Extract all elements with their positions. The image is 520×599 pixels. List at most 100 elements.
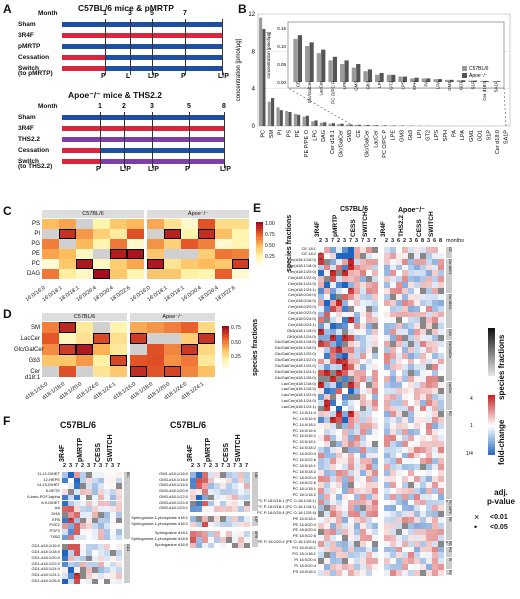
heatmap-cell: [414, 458, 420, 465]
heatmap-cell: [330, 393, 336, 400]
heatmap-cell: [74, 567, 80, 573]
heatmap-cell: [432, 293, 438, 300]
month-number: 2: [209, 463, 213, 469]
y-tick-label: 0: [252, 124, 256, 130]
heatmap-cell: [420, 335, 426, 341]
inset-x-tick: LPE: [342, 81, 347, 90]
heatmap-cell: [426, 440, 432, 447]
heatmap-cell: [432, 323, 438, 330]
month-number: 7: [349, 238, 353, 244]
heatmap-cell: [226, 521, 232, 528]
heatmap-cell: [318, 282, 324, 289]
heatmap-cell: [420, 370, 426, 377]
heatmap-cell: [324, 387, 330, 394]
heatmap-cell: [414, 399, 420, 406]
heatmap-cell: [92, 506, 98, 512]
heatmap-cell: [342, 546, 348, 553]
heatmap-cell: [426, 511, 432, 518]
pvalue-label: <0.01: [490, 514, 508, 521]
heatmap-cell: [390, 323, 396, 330]
heatmap-cell: [384, 411, 390, 418]
heatmap-cell: [147, 249, 164, 259]
month-tick: 3: [150, 103, 154, 110]
row-label: CE 18:2: [301, 252, 316, 257]
month-number: 3: [239, 463, 243, 469]
heatmap-cell: [384, 523, 390, 529]
heatmap-cell: [366, 540, 372, 547]
heatmap-cell: [372, 305, 378, 312]
heatmap-cell: [318, 511, 324, 518]
heatmap-cell: [420, 282, 426, 289]
heatmap-cell: [396, 405, 402, 412]
heatmap-cell: [438, 282, 444, 289]
heatmap-cell: [396, 452, 402, 459]
legend-gradient: [256, 222, 263, 225]
heatmap-cell: [330, 323, 336, 330]
heatmap-cell: [110, 511, 116, 518]
inset-bar: [480, 80, 485, 82]
heatmap-cell: [42, 229, 59, 239]
heatmap-cell: [342, 411, 348, 418]
x-tick-label: PA: [452, 130, 458, 137]
heatmap-cell: [190, 472, 196, 478]
heatmap-cell: [68, 550, 74, 556]
heatmap-cell: [390, 417, 396, 424]
heatmap-cell: [414, 364, 420, 371]
heatmap-cell: [181, 239, 198, 249]
month-tick: 1: [98, 103, 102, 110]
month-number: 8: [439, 238, 443, 244]
heatmap-cell: [318, 446, 324, 453]
month-tick: 3: [128, 10, 132, 17]
heatmap-cell: [68, 578, 74, 585]
y-tick-label: 12: [248, 12, 255, 18]
heatmap-cell: [396, 323, 402, 330]
heatmap-cell: [127, 259, 144, 269]
heatmap-cell: [324, 411, 330, 418]
heatmap-cell: [360, 534, 366, 541]
heatmap-cell: [116, 544, 122, 551]
legend-species-gradient: [488, 328, 495, 330]
heatmap-cell: [130, 333, 147, 344]
heatmap-cell: [390, 264, 396, 271]
heatmap-cell: [116, 534, 122, 541]
heatmap-cell: [86, 561, 92, 568]
group-label: pMRTP: [18, 43, 41, 50]
heatmap-cell: [408, 247, 414, 253]
row-label: PG: [31, 241, 40, 247]
heatmap-cell: [336, 346, 342, 353]
heatmap-cell: [438, 264, 444, 271]
heatmap-cell: [402, 446, 408, 453]
heatmap-cell: [318, 340, 324, 347]
heatmap-cell: [372, 452, 378, 459]
row-label: PS: [31, 221, 40, 227]
heatmap-cell: [226, 483, 232, 490]
heatmap-cell: [372, 370, 378, 377]
heatmap-cell: [336, 534, 342, 541]
heatmap-cell: [98, 567, 104, 573]
heatmap-cell: [384, 440, 390, 447]
heatmap-cell: [336, 311, 342, 318]
heatmap-cell: [396, 276, 402, 283]
heatmap-cell: [432, 534, 438, 541]
heatmap-cell: [372, 564, 378, 571]
heatmap-cell: [384, 305, 390, 312]
heatmap-cell: [438, 293, 444, 300]
row-label: PC P-16:0/20:4 (PC O-16:1/20:4): [257, 510, 316, 515]
heatmap-cell: [318, 323, 324, 330]
heatmap-cell: [348, 552, 354, 559]
heatmap-cell: [384, 317, 390, 324]
legend-gradient: [256, 230, 263, 234]
heatmap-cell: [366, 399, 372, 406]
row-label: PS 18:0/18:1: [292, 569, 316, 574]
heatmap-cell: [366, 505, 372, 512]
heatmap-cell: [220, 489, 226, 495]
heatmap-cell: [354, 528, 360, 535]
heatmap-cell: [342, 517, 348, 524]
heatmap-cell: [360, 282, 366, 289]
heatmap-cell: [420, 393, 426, 400]
heatmap-cell: [232, 472, 238, 478]
row-label: 5-HETE: [45, 489, 60, 494]
heatmap-cell: [360, 476, 366, 482]
heatmap-cell: [354, 335, 360, 341]
legend-gradient: [256, 224, 263, 227]
